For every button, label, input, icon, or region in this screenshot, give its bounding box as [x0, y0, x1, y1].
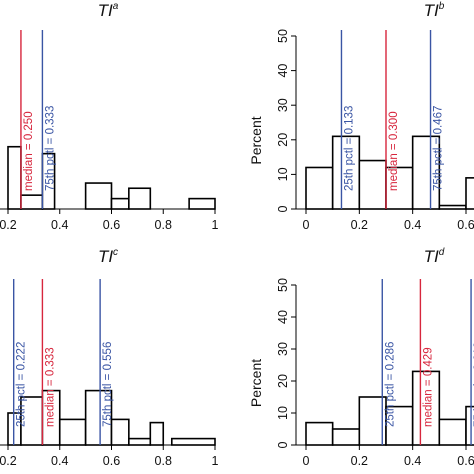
x-tick-label: 0: [303, 218, 310, 232]
x-tick-label: 1: [212, 218, 219, 232]
x-tick-label: 0.8: [155, 454, 172, 468]
x-tick-label: 0.6: [457, 454, 474, 468]
y-tick-label: 50: [276, 278, 290, 292]
y-tick-label: 10: [276, 167, 290, 181]
median-label: median = 0.333: [44, 347, 56, 427]
histogram-panel-2: TIb 0 10 20 30 40 50 Percent 0 0.2 0.4 0.6 25th pctl…: [248, 1, 474, 232]
percentile-label: 75th pctl = 0.556: [102, 342, 114, 427]
histogram-bar: [128, 187, 152, 210]
histogram-bar: [411, 135, 441, 210]
histogram-bar: [84, 389, 113, 446]
x-tick-label: 0: [303, 454, 310, 468]
percentile-label: 25th pctl = 0.222: [16, 342, 28, 427]
y-tick-label: 20: [276, 374, 290, 388]
histogram-bar: [358, 396, 387, 446]
x-tick-label: 0.4: [51, 454, 68, 468]
histogram-panel-4: TId 0 10 20 30 40 50 Percent 0 0.2 0.4 0.6 25th pctl…: [248, 247, 474, 468]
x-tick-label: 0.2: [351, 218, 368, 232]
histogram-bar: [110, 197, 130, 210]
y-tick-label: 40: [276, 310, 290, 324]
histogram-bar: [58, 418, 87, 446]
histogram-bar: [438, 418, 467, 446]
histogram-bar: [20, 194, 44, 210]
histogram-bar: [128, 437, 152, 446]
panel-title-text: TI: [98, 1, 113, 20]
histogram-bar: [411, 370, 441, 446]
histogram-bar: [438, 204, 467, 210]
histogram-bar: [7, 145, 22, 210]
y-tick-label: 0: [276, 441, 290, 448]
x-tick-label: 0.4: [404, 218, 421, 232]
percentile-label: 75th pctl = 0.333: [44, 106, 56, 191]
histogram-bar: [110, 418, 130, 446]
histogram-bar: [305, 166, 334, 210]
panel-title-superscript: d: [439, 247, 445, 258]
x-tick-label: 0.6: [457, 218, 474, 232]
median-label: median = 0.300: [388, 111, 400, 191]
histogram-panel-3: TIc 0.2 0.4 0.6 0.8 1 25th pctl = 0.222 median …: [0, 247, 219, 468]
x-tick-label: 1: [212, 454, 219, 468]
panel-title-superscript: c: [113, 247, 118, 258]
histogram-bar: [84, 182, 113, 210]
x-tick-label: 0.8: [155, 218, 172, 232]
histogram-bar: [331, 135, 361, 210]
panel-title: TIb: [424, 1, 445, 20]
panel-title: TIc: [98, 247, 118, 266]
y-tick-label: 50: [276, 29, 290, 43]
x-tick-label: 0.2: [351, 454, 368, 468]
histogram-bar: [358, 159, 387, 210]
percentile-label: 25th pctl = 0.133: [343, 106, 355, 191]
panel-title-text: TI: [424, 247, 439, 266]
panel-title-superscript: a: [113, 1, 119, 12]
panel-title: TId: [424, 247, 445, 266]
y-tick-label: 20: [276, 133, 290, 147]
y-tick-label: 0: [276, 205, 290, 212]
y-tick-label: 10: [276, 406, 290, 420]
histogram-bar: [149, 421, 165, 446]
y-tick-label: 40: [276, 64, 290, 78]
median-label: median = 0.250: [23, 111, 35, 191]
histogram-bar: [305, 421, 334, 446]
panel-title-text: TI: [424, 1, 439, 20]
x-tick-label: 0.4: [404, 454, 421, 468]
median-label: median = 0.429: [422, 347, 434, 427]
y-axis-label: Percent: [248, 116, 264, 164]
percentile-label: 75th pctl = 0.467: [433, 106, 445, 191]
histogram-bar: [170, 437, 216, 446]
panel-title-superscript: b: [439, 1, 445, 12]
panel-title: TIa: [98, 1, 119, 20]
x-tick-label: 0.2: [0, 218, 17, 232]
histogram-bar: [331, 428, 361, 446]
percentile-label: 25th pctl = 0.286: [384, 342, 396, 427]
histogram-bar: [465, 405, 474, 446]
x-tick-label: 0.2: [0, 454, 17, 468]
x-tick-label: 0.6: [103, 218, 120, 232]
y-axis-label: Percent: [248, 359, 264, 407]
histogram-bar: [188, 197, 216, 210]
histogram-bar: [465, 177, 474, 210]
histogram-panel-1: TIa 0.2 0.4 0.6 0.8 1 median = 0.250 75th pctl …: [0, 1, 219, 232]
x-tick-label: 0.4: [51, 218, 68, 232]
x-tick-label: 0.6: [103, 454, 120, 468]
panel-title-text: TI: [98, 247, 113, 266]
y-tick-label: 30: [276, 98, 290, 112]
y-tick-label: 30: [276, 342, 290, 356]
